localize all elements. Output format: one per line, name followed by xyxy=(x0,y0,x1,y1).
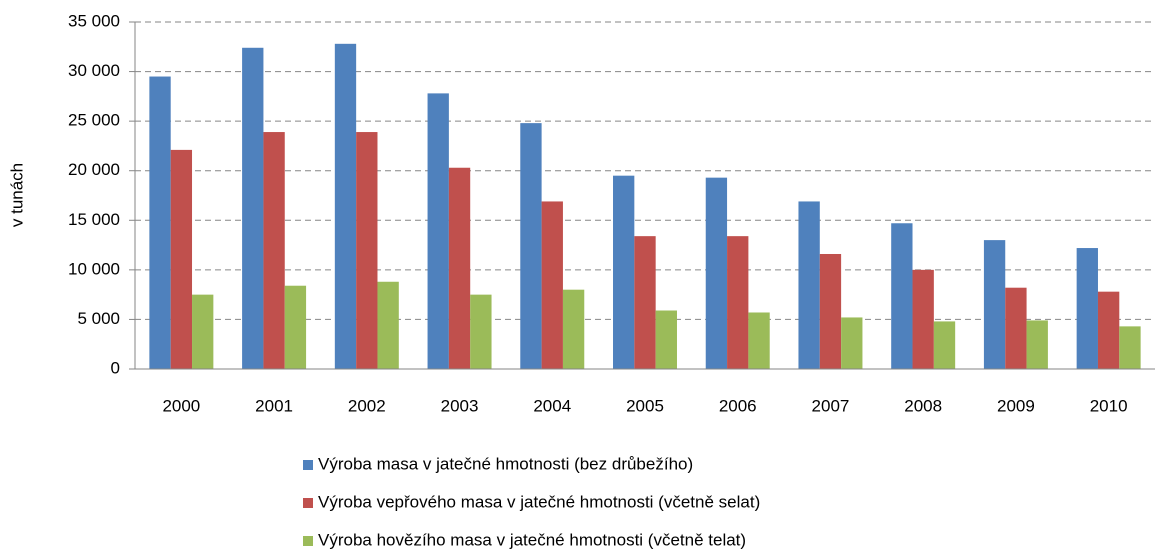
legend-label: Výroba vepřového masa v jatečné hmotnost… xyxy=(318,492,760,511)
bar xyxy=(170,149,193,369)
x-tick-label: 2002 xyxy=(348,396,386,415)
bar xyxy=(983,240,1006,369)
bar xyxy=(284,285,307,369)
x-tick-label: 2009 xyxy=(997,396,1035,415)
bar xyxy=(1097,291,1120,369)
bar xyxy=(912,269,934,369)
x-tick-label: 2005 xyxy=(626,396,664,415)
y-tick-label: 30 000 xyxy=(68,61,120,80)
x-tick-label: 2010 xyxy=(1090,396,1128,415)
bar xyxy=(727,236,749,369)
bar xyxy=(819,253,842,369)
y-tick-label: 10 000 xyxy=(68,259,120,278)
legend-swatch xyxy=(303,498,313,508)
bar xyxy=(242,47,264,370)
bar xyxy=(356,132,378,369)
x-tick-label: 2007 xyxy=(812,396,850,415)
y-tick-label: 5 000 xyxy=(77,309,120,328)
y-tick-label: 25 000 xyxy=(68,111,120,130)
y-tick-label: 20 000 xyxy=(68,160,120,179)
bar xyxy=(1026,320,1048,369)
bar xyxy=(655,310,677,369)
legend-swatch xyxy=(303,460,313,470)
bar xyxy=(841,317,863,369)
legend-label: Výroba masa v jatečné hmotnosti (bez drů… xyxy=(318,454,693,473)
x-tick-label: 2006 xyxy=(719,396,757,415)
bar xyxy=(470,294,492,369)
bar xyxy=(634,236,656,369)
bar xyxy=(149,76,171,370)
bar xyxy=(448,167,471,369)
x-tick-label: 2008 xyxy=(904,396,942,415)
x-tick-label: 2001 xyxy=(255,396,293,415)
y-tick-label: 15 000 xyxy=(68,210,120,229)
y-axis-label: v tunách xyxy=(7,163,26,227)
x-tick-label: 2004 xyxy=(533,396,571,415)
bar xyxy=(613,175,635,369)
bar xyxy=(562,289,585,369)
y-tick-label: 0 xyxy=(111,358,120,377)
bar xyxy=(1076,248,1098,369)
bar xyxy=(192,294,214,369)
bar xyxy=(334,43,357,369)
bar xyxy=(263,132,285,369)
bar xyxy=(1005,287,1027,369)
y-tick-label: 35 000 xyxy=(68,11,120,30)
bar xyxy=(748,312,770,369)
bar xyxy=(705,177,728,369)
bar xyxy=(427,93,449,369)
bar xyxy=(377,281,399,369)
bar xyxy=(891,223,913,369)
x-tick-label: 2000 xyxy=(162,396,200,415)
x-tick-label: 2003 xyxy=(441,396,479,415)
bar xyxy=(933,321,956,369)
bar xyxy=(1119,326,1141,369)
legend-swatch xyxy=(303,536,313,546)
bar xyxy=(798,201,820,369)
legend-label: Výroba hovězího masa v jatečné hmotnosti… xyxy=(318,530,746,549)
bar xyxy=(541,201,563,369)
bar xyxy=(520,123,542,369)
